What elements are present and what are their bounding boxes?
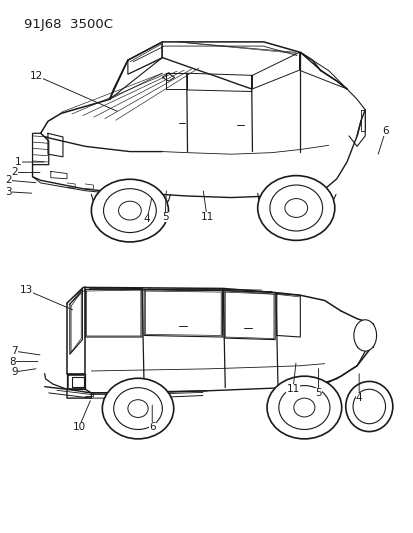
Text: 13: 13 <box>20 285 33 295</box>
Polygon shape <box>33 133 49 165</box>
Text: 3: 3 <box>5 187 12 197</box>
Text: 5: 5 <box>161 212 168 222</box>
Ellipse shape <box>278 385 329 430</box>
Text: 5: 5 <box>314 388 321 398</box>
Text: 7: 7 <box>11 346 18 356</box>
Ellipse shape <box>257 175 334 240</box>
Ellipse shape <box>114 387 162 430</box>
Ellipse shape <box>284 199 307 217</box>
Ellipse shape <box>266 376 341 439</box>
Ellipse shape <box>353 320 376 351</box>
Text: 4: 4 <box>143 214 150 224</box>
Text: 9: 9 <box>11 367 18 377</box>
Ellipse shape <box>118 201 141 220</box>
Text: 6: 6 <box>381 126 388 136</box>
Text: 10: 10 <box>72 422 85 432</box>
Text: 11: 11 <box>286 384 299 394</box>
Ellipse shape <box>102 378 173 439</box>
Text: 91J68  3500C: 91J68 3500C <box>24 18 113 31</box>
Ellipse shape <box>293 398 314 417</box>
Text: 1: 1 <box>15 157 21 167</box>
Text: 2: 2 <box>5 175 12 185</box>
Ellipse shape <box>352 389 385 424</box>
Ellipse shape <box>345 382 392 432</box>
Text: 12: 12 <box>30 71 43 81</box>
Text: 2: 2 <box>11 167 18 177</box>
Ellipse shape <box>128 400 148 417</box>
Ellipse shape <box>103 189 156 232</box>
Text: 6: 6 <box>149 422 155 432</box>
Ellipse shape <box>269 185 322 231</box>
Text: 4: 4 <box>355 393 362 403</box>
Ellipse shape <box>91 179 168 242</box>
Text: 11: 11 <box>200 212 213 222</box>
Text: 8: 8 <box>9 357 16 367</box>
